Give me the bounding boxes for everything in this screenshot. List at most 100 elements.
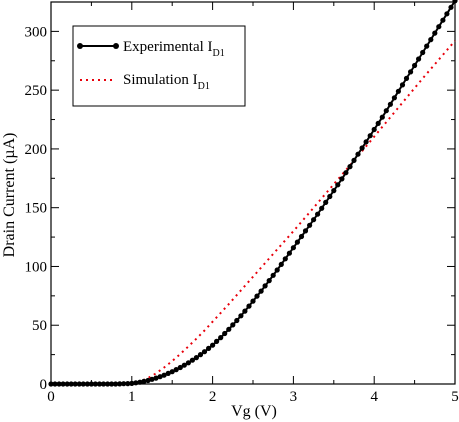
series-experimental-point — [230, 322, 236, 328]
series-experimental-point — [367, 133, 373, 139]
series-experimental-point — [298, 233, 305, 240]
series-experimental-point — [375, 120, 381, 126]
series-experimental-point — [436, 24, 442, 30]
series-experimental-point — [214, 338, 220, 344]
series-experimental-point — [206, 345, 212, 351]
series-experimental-point — [76, 381, 82, 387]
series-experimental-point — [424, 43, 430, 49]
series-experimental-point — [327, 193, 333, 200]
legend-label-experimental: Experimental ID1 — [123, 39, 225, 59]
series-experimental-point — [286, 250, 292, 256]
series-experimental-point — [416, 56, 422, 62]
x-tick-label: 0 — [47, 389, 55, 405]
series-experimental-point — [189, 357, 195, 363]
series-experimental-point — [278, 261, 284, 267]
series-experimental-point — [197, 352, 204, 358]
series-experimental-point — [92, 381, 98, 387]
series-experimental-point — [84, 381, 90, 387]
series-experimental-point — [432, 30, 438, 36]
series-experimental-point — [250, 298, 256, 304]
series-experimental-point — [165, 370, 171, 376]
series-experimental-point — [109, 381, 115, 387]
series-experimental-point — [181, 362, 187, 368]
series-experimental-point — [383, 108, 389, 114]
series-experimental-point — [149, 376, 155, 382]
series-experimental-point — [238, 313, 244, 319]
series-experimental-point — [173, 367, 179, 373]
series-experimental-point — [290, 245, 296, 251]
series-experimental-point — [395, 88, 401, 94]
series-experimental-point — [222, 330, 228, 337]
series-experimental-point — [311, 217, 317, 223]
y-axis-title: Drain Current (µA) — [1, 133, 18, 258]
series-experimental-point — [452, 0, 458, 4]
series-experimental-point — [335, 182, 341, 188]
series-simulation-line — [131, 40, 456, 385]
y-tick-label: 200 — [25, 142, 48, 158]
y-axis: 0 50 100 150 200 250 300 — [25, 24, 455, 393]
x-tick-label: 2 — [209, 389, 217, 405]
series-experimental-point — [153, 375, 159, 381]
series-experimental-point — [315, 211, 321, 217]
x-tick-label: 5 — [451, 389, 459, 405]
legend-marker-experimental — [113, 43, 119, 49]
series-experimental-point — [412, 62, 418, 69]
y-tick-label: 150 — [25, 201, 48, 217]
series-experimental-point — [80, 381, 86, 387]
series-experimental-point — [193, 355, 199, 361]
series-experimental-point — [113, 381, 119, 387]
series-experimental-point — [68, 381, 74, 387]
series-experimental-point — [444, 11, 450, 17]
series-experimental-point — [169, 369, 175, 375]
series-experimental-point — [331, 188, 337, 194]
series-experimental-point — [347, 164, 353, 170]
series-experimental-point — [218, 335, 224, 341]
series-experimental-point — [64, 381, 70, 387]
x-tick-label: 3 — [290, 389, 298, 405]
series-experimental-point — [100, 381, 107, 387]
series-experimental-point — [307, 222, 313, 228]
series-experimental-point — [355, 151, 361, 157]
series-experimental-point — [282, 256, 288, 262]
series-experimental-point — [133, 380, 139, 386]
y-tick-label: 250 — [25, 83, 48, 99]
series-experimental-point — [403, 75, 410, 81]
series-experimental-point — [56, 381, 62, 387]
x-axis-title: Vg (V) — [231, 403, 277, 420]
series-experimental-point — [60, 381, 66, 387]
x-axis: 0 1 2 3 4 5 — [47, 2, 459, 405]
series-experimental-point — [323, 199, 329, 205]
series-experimental-point — [121, 381, 127, 387]
series-experimental-point — [145, 377, 151, 384]
series-experimental-point — [117, 381, 123, 387]
series-experimental-point — [201, 349, 208, 355]
series-experimental-point — [254, 293, 260, 299]
series-experimental-point — [125, 381, 131, 387]
y-tick-label: 300 — [25, 24, 48, 40]
x-tick-label: 4 — [370, 389, 378, 405]
plot-area — [48, 0, 458, 387]
legend-box — [72, 25, 246, 107]
series-experimental-point — [96, 381, 103, 387]
legend-marker-experimental — [77, 43, 83, 49]
series-experimental-point — [294, 239, 300, 245]
series-experimental-point — [141, 378, 147, 384]
series-experimental-point — [302, 228, 309, 234]
series-experimental-point — [420, 49, 426, 56]
series-experimental-point — [319, 205, 325, 211]
series-experimental-point — [448, 4, 454, 10]
series-experimental-point — [161, 372, 167, 378]
legend: Experimental ID1 Simulation ID1 — [72, 25, 246, 107]
series-experimental-point — [177, 364, 183, 371]
series-experimental-point — [262, 283, 268, 289]
series-experimental-point — [428, 37, 434, 43]
series-experimental-point — [157, 374, 163, 380]
series-experimental-point — [363, 139, 369, 145]
series-experimental-point — [226, 326, 232, 332]
x-tick-label: 1 — [128, 389, 136, 405]
series-experimental-point — [137, 379, 143, 385]
series-experimental-point — [351, 157, 357, 163]
series-experimental-point — [185, 360, 191, 366]
series-experimental-point — [379, 114, 385, 120]
series-experimental-point — [371, 126, 377, 133]
